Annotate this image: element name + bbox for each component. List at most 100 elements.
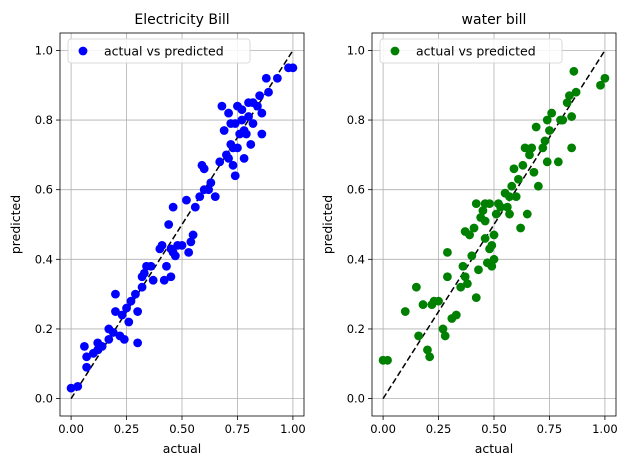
chart-water-point	[569, 66, 579, 76]
chart-water-point	[525, 150, 534, 160]
chart-electricity-point	[206, 178, 216, 188]
chart-electricity-point	[248, 119, 258, 128]
chart-electricity-point	[168, 202, 178, 212]
chart-electricity-point	[217, 101, 227, 111]
chart-electricity-point	[133, 338, 143, 348]
chart-electricity-point	[82, 352, 92, 362]
chart-water-point	[520, 143, 530, 153]
chart-electricity-x-tick-label: 1.00	[280, 422, 306, 436]
chart-electricity-point	[184, 247, 194, 257]
chart-electricity-point	[146, 261, 156, 271]
chart-water-x-tick-label: 0.00	[370, 422, 396, 436]
chart-water-point	[485, 199, 494, 209]
chart-electricity-point	[104, 335, 114, 344]
chart-water-point	[460, 272, 470, 282]
chart-electricity-point	[190, 202, 200, 212]
chart-water-point	[596, 80, 605, 90]
chart-electricity-point	[257, 108, 267, 118]
chart-water-point	[438, 324, 448, 334]
chart-electricity-x-tick-label: 0.50	[169, 422, 195, 436]
chart-electricity-point	[272, 73, 282, 83]
chart-water-point	[418, 300, 428, 309]
chart-water-x-axis-label: actual	[475, 441, 514, 456]
chart-water-point	[522, 209, 532, 219]
chart-electricity-legend	[67, 38, 251, 64]
chart-electricity-axes-frame	[59, 32, 305, 417]
chart-water-point	[565, 91, 574, 101]
chart-water-point	[491, 209, 501, 219]
chart-electricity-point	[122, 303, 131, 313]
chart-electricity-x-tick-label: 0.00	[58, 422, 84, 436]
chart-water-reference-line	[382, 50, 606, 399]
chart-water-x-tick-label: 0.25	[426, 422, 452, 436]
chart-water-point	[509, 164, 519, 174]
chart-electricity-point	[261, 73, 271, 83]
chart-electricity-point	[111, 289, 120, 299]
chart-water-point	[440, 331, 450, 341]
chart-electricity-point	[124, 317, 134, 327]
chart-electricity-point	[215, 157, 225, 167]
chart-electricity-x-tick-label: 0.75	[225, 422, 251, 436]
chart-water-point	[425, 352, 435, 362]
chart-water-point	[462, 279, 472, 289]
chart-water-point	[480, 234, 490, 243]
chart-water-point	[496, 202, 506, 212]
chart-electricity-point	[119, 335, 129, 344]
chart-water-point	[489, 230, 499, 240]
chart-electricity-point	[204, 185, 214, 195]
chart-electricity-point	[239, 153, 249, 163]
chart-water-legend-label: actual vs predicted	[416, 44, 536, 59]
chart-electricity-point	[82, 362, 92, 372]
chart-electricity-y-axis-label: predicted	[8, 195, 23, 254]
chart-water-point	[487, 240, 497, 250]
chart-water-point	[502, 202, 512, 212]
chart-electricity-point	[111, 307, 120, 316]
chart-electricity-point	[230, 171, 240, 181]
chart-water-point	[547, 108, 557, 118]
chart-electricity-point	[210, 192, 220, 202]
chart-electricity-point	[157, 240, 167, 250]
chart-electricity-point	[244, 112, 253, 121]
chart-electricity-point	[137, 282, 147, 292]
chart-electricity-point	[219, 126, 229, 135]
chart-electricity-point	[108, 328, 118, 337]
chart-water-axes-frame	[371, 32, 617, 417]
chart-electricity-legend-marker	[78, 46, 88, 56]
chart-water-y-tick-label: 0.4	[347, 252, 365, 266]
chart-water-point	[511, 192, 521, 202]
chart-water-point	[411, 282, 421, 292]
chart-water-point	[474, 265, 483, 275]
chart-electricity-point	[73, 382, 83, 391]
chart-electricity-y-tick-label: 1.0	[35, 43, 53, 57]
chart-electricity-point	[188, 230, 198, 240]
chart-electricity-point	[66, 383, 76, 393]
chart-water-y-axis-label: predicted	[320, 195, 335, 254]
chart-water-point	[443, 272, 452, 282]
chart-electricity-title: Electricity Bill	[134, 12, 229, 28]
chart-electricity-point	[139, 268, 149, 278]
chart-electricity-x-tick-label: 0.25	[114, 422, 140, 436]
chart-water-point	[423, 345, 432, 355]
chart-electricity-legend-label: actual vs predicted	[104, 44, 224, 59]
chart-water-point	[505, 192, 514, 202]
chart-electricity: 0.00 0.25 0.50 0.75 1.00 0.0 0.2 0.4 0.6 0.8 1.0 ac…	[8, 12, 306, 456]
chart-water-point	[600, 73, 610, 83]
chart-electricity-point	[195, 192, 205, 202]
chart-water-point	[400, 307, 410, 316]
chart-water-point	[471, 293, 481, 303]
chart-electricity-point	[148, 275, 158, 285]
chart-water-point	[540, 136, 550, 146]
chart-electricity-point	[133, 307, 143, 316]
chart-electricity-point	[230, 119, 240, 128]
chart-electricity-point	[170, 251, 180, 261]
chart-water-point	[553, 157, 563, 167]
chart-water-point	[487, 261, 497, 271]
chart-electricity-point	[166, 272, 176, 282]
chart-electricity-y-tick-label: 0.2	[35, 322, 53, 336]
chart-water-point	[558, 115, 568, 125]
chart-electricity-point	[182, 195, 191, 205]
chart-water-point	[527, 143, 537, 153]
chart-water-point	[538, 143, 548, 153]
chart-water-point	[562, 98, 572, 108]
